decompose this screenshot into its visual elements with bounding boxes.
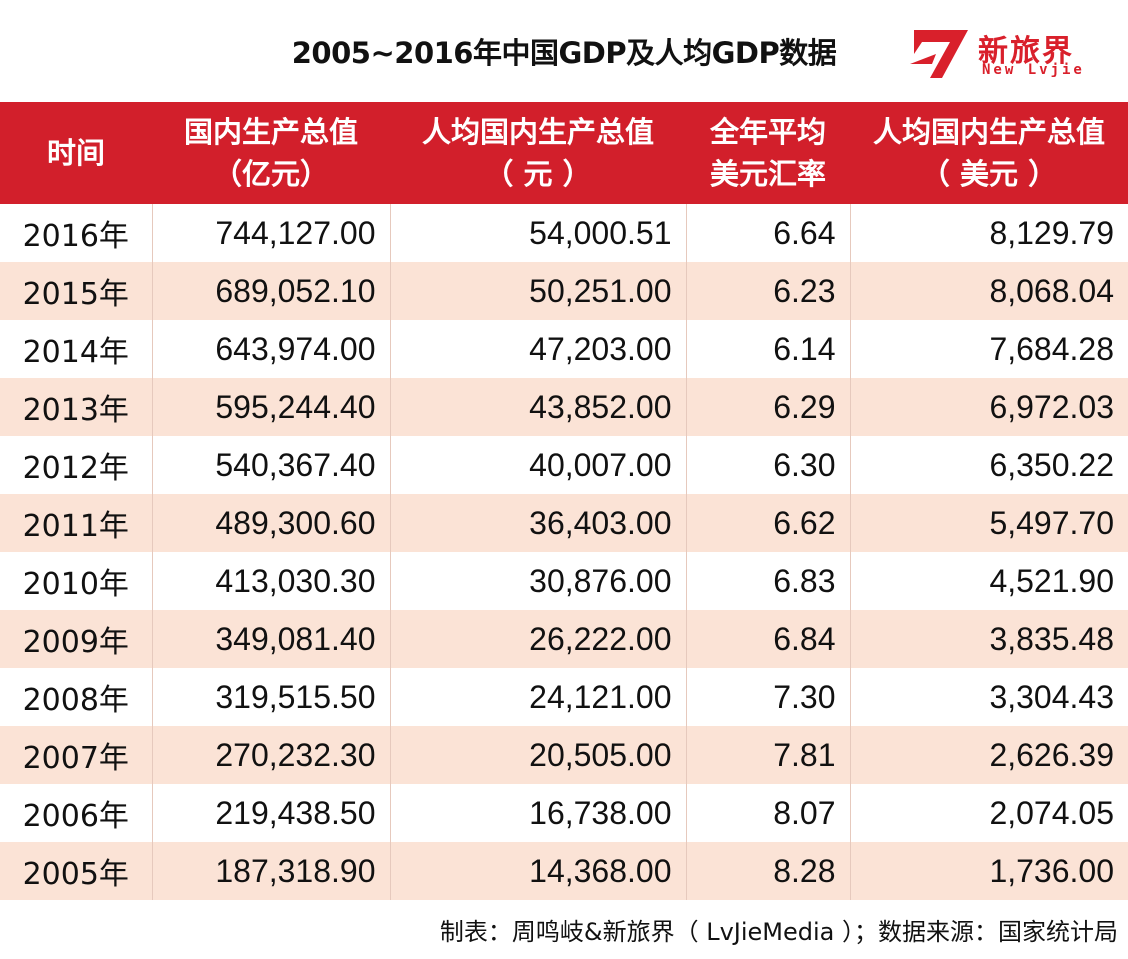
- table-cell: 24,121.00: [390, 668, 687, 726]
- logo-text: 新旅界: [978, 34, 1074, 69]
- column-header-line1: 国内生产总值: [183, 115, 358, 149]
- table-cell: 20,505.00: [390, 726, 687, 784]
- brand-logo: 新旅界 New Lvjie: [908, 24, 1108, 80]
- column-header: 国内生产总值 （亿元）: [152, 102, 390, 204]
- source-footer: 制表：周鸣岐&新旅界（ LvJieMedia ）；数据来源：国家统计局: [439, 918, 1118, 946]
- table-cell: 6,972.03: [850, 378, 1128, 436]
- table-cell: 2,626.39: [850, 726, 1128, 784]
- page-title: 2005~2016年中国GDP及人均GDP数据: [291, 36, 837, 70]
- table-cell: 43,852.00: [390, 378, 687, 436]
- column-header-line2: （ 美元 ）: [920, 157, 1058, 191]
- table-row: 2014年 643,974.00 47,203.00 6.14 7,684.28: [0, 320, 1128, 378]
- table-cell: 349,081.40: [152, 610, 391, 668]
- table-cell: 54,000.51: [390, 204, 687, 262]
- table-cell: 16,738.00: [390, 784, 687, 842]
- table-cell: 2015年: [0, 262, 153, 320]
- table-row: 2012年 540,367.40 40,007.00 6.30 6,350.22: [0, 436, 1128, 494]
- column-header: 时间: [0, 102, 152, 204]
- table-row: 2015年 689,052.10 50,251.00 6.23 8,068.04: [0, 262, 1128, 320]
- table-cell: 7.30: [686, 668, 851, 726]
- table-cell: 26,222.00: [390, 610, 687, 668]
- table-cell: 2010年: [0, 552, 153, 610]
- table-cell: 1,736.00: [850, 842, 1128, 900]
- table-cell: 8.28: [686, 842, 851, 900]
- table-cell: 2009年: [0, 610, 153, 668]
- table-cell: 6.83: [686, 552, 851, 610]
- table-cell: 7.81: [686, 726, 851, 784]
- table-row: 2016年 744,127.00 54,000.51 6.64 8,129.79: [0, 204, 1128, 262]
- table-cell: 8.07: [686, 784, 851, 842]
- table-cell: 2008年: [0, 668, 153, 726]
- table-cell: 7,684.28: [850, 320, 1128, 378]
- column-header: 人均国内生产总值 （ 美元 ）: [850, 102, 1128, 204]
- table-row: 2011年 489,300.60 36,403.00 6.62 5,497.70: [0, 494, 1128, 552]
- table-cell: 2007年: [0, 726, 153, 784]
- table-cell: 413,030.30: [152, 552, 391, 610]
- table-row: 2006年 219,438.50 16,738.00 8.07 2,074.05: [0, 784, 1128, 842]
- table-cell: 6,350.22: [850, 436, 1128, 494]
- column-header-line2: （亿元）: [212, 157, 329, 191]
- table-cell: 8,068.04: [850, 262, 1128, 320]
- table-row: 2005年 187,318.90 14,368.00 8.28 1,736.00: [0, 842, 1128, 900]
- column-header-line2: 美元汇率: [709, 157, 826, 191]
- table-cell: 2,074.05: [850, 784, 1128, 842]
- column-header: 人均国内生产总值 （ 元 ）: [390, 102, 686, 204]
- table-row: 2007年 270,232.30 20,505.00 7.81 2,626.39: [0, 726, 1128, 784]
- table-cell: 2016年: [0, 204, 153, 262]
- table-cell: 5,497.70: [850, 494, 1128, 552]
- table-cell: 6.62: [686, 494, 851, 552]
- table-cell: 14,368.00: [390, 842, 687, 900]
- table-row: 2013年 595,244.40 43,852.00 6.29 6,972.03: [0, 378, 1128, 436]
- table-cell: 6.14: [686, 320, 851, 378]
- table-cell: 2011年: [0, 494, 153, 552]
- table-cell: 643,974.00: [152, 320, 391, 378]
- table-cell: 6.84: [686, 610, 851, 668]
- table-cell: 6.29: [686, 378, 851, 436]
- column-header-line1: 全年平均: [709, 115, 826, 149]
- column-header-line1: 人均国内生产总值: [872, 115, 1105, 149]
- table-cell: 47,203.00: [390, 320, 687, 378]
- column-header-line2: （ 元 ）: [484, 157, 592, 191]
- table-cell: 2012年: [0, 436, 153, 494]
- table-cell: 595,244.40: [152, 378, 391, 436]
- column-header-line1: 人均国内生产总值: [421, 115, 654, 149]
- table-cell: 689,052.10: [152, 262, 391, 320]
- title-bar: 2005~2016年中国GDP及人均GDP数据 新旅界 New Lvjie: [0, 0, 1128, 102]
- table-cell: 6.30: [686, 436, 851, 494]
- gdp-table: 时间 国内生产总值 （亿元） 人均国内生产总值（ 元 ）全年平均 美元汇率 人均国内生产总…: [0, 102, 1128, 900]
- table-cell: 6.23: [686, 262, 851, 320]
- table-row: 2008年 319,515.50 24,121.00 7.30 3,304.43: [0, 668, 1128, 726]
- column-header-line1: 时间: [46, 136, 105, 170]
- table-cell: 187,318.90: [152, 842, 391, 900]
- table-cell: 3,835.48: [850, 610, 1128, 668]
- table-cell: 6.64: [686, 204, 851, 262]
- table-row: 2009年 349,081.40 26,222.00 6.84 3,835.48: [0, 610, 1128, 668]
- table-cell: 4,521.90: [850, 552, 1128, 610]
- table-cell: 2013年: [0, 378, 153, 436]
- table-header-row: 时间 国内生产总值 （亿元） 人均国内生产总值（ 元 ）全年平均 美元汇率 人均国内生产总…: [0, 102, 1128, 204]
- table-cell: 36,403.00: [390, 494, 687, 552]
- table-cell: 40,007.00: [390, 436, 687, 494]
- column-header: 全年平均 美元汇率: [686, 102, 850, 204]
- table-cell: 2006年: [0, 784, 153, 842]
- table-cell: 30,876.00: [390, 552, 687, 610]
- table-cell: 2014年: [0, 320, 153, 378]
- table-cell: 8,129.79: [850, 204, 1128, 262]
- table-cell: 319,515.50: [152, 668, 391, 726]
- table-cell: 219,438.50: [152, 784, 391, 842]
- table-row: 2010年 413,030.30 30,876.00 6.83 4,521.90: [0, 552, 1128, 610]
- table-cell: 270,232.30: [152, 726, 391, 784]
- table-cell: 540,367.40: [152, 436, 391, 494]
- table-cell: 3,304.43: [850, 668, 1128, 726]
- logo-mark-icon: [910, 30, 968, 78]
- table-body: 2016年 744,127.00 54,000.51 6.64 8,129.79 2015…: [0, 204, 1128, 900]
- table-cell: 2005年: [0, 842, 153, 900]
- table-cell: 489,300.60: [152, 494, 391, 552]
- logo-subtext: New Lvjie: [982, 62, 1085, 78]
- table-cell: 744,127.00: [152, 204, 391, 262]
- table-cell: 50,251.00: [390, 262, 687, 320]
